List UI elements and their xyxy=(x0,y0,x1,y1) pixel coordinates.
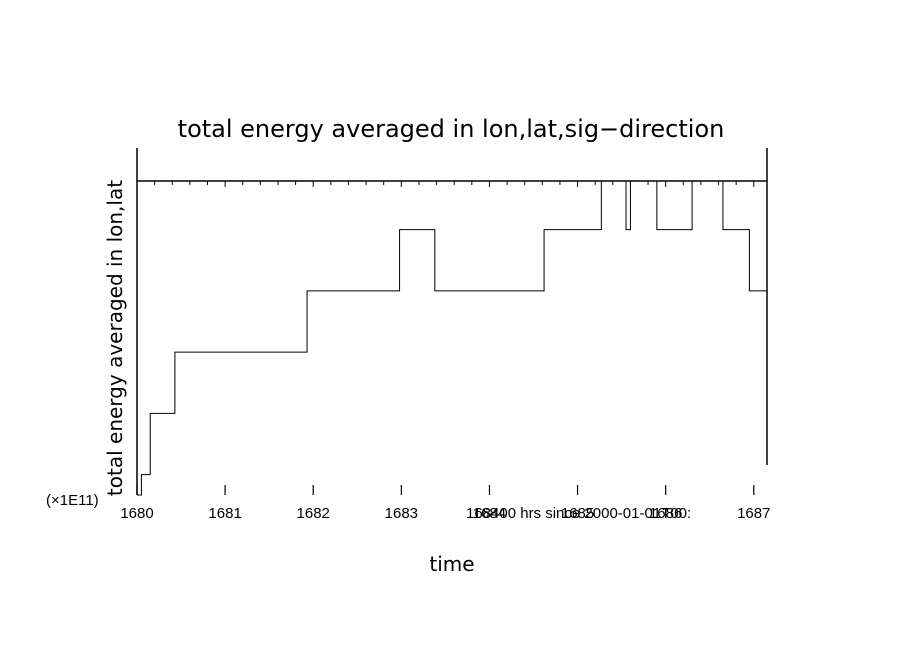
x-tick-label: 1686 xyxy=(649,505,682,522)
x-tick-label: 1683 xyxy=(385,505,418,522)
x-tick-label: 1680 xyxy=(120,505,153,522)
x-tick-label: 1684 xyxy=(473,505,506,522)
time-origin-note: 168400 hrs since 2000-01-01T00: xyxy=(466,505,691,522)
top-minor-ticks xyxy=(136,181,755,187)
y-multiplier-label: (×1E11) xyxy=(46,492,99,509)
x-axis-label: time xyxy=(429,552,474,576)
x-tick-label: 1687 xyxy=(737,505,770,522)
series-line xyxy=(137,180,767,496)
series-group xyxy=(137,180,767,496)
x-tick-label: 1681 xyxy=(208,505,241,522)
x-tick-label: 1685 xyxy=(561,505,594,522)
plot-frame xyxy=(136,148,768,495)
y-axis-label: total energy averaged in lon,lat xyxy=(103,180,127,496)
x-tick-label: 1682 xyxy=(297,505,330,522)
chart-title: total energy averaged in lon,lat,sig−dir… xyxy=(178,115,725,143)
x-ticks xyxy=(136,485,755,495)
x-tick-labels: 1680 1681 1682 1683 1684 1685 1686 1687 xyxy=(120,505,770,522)
